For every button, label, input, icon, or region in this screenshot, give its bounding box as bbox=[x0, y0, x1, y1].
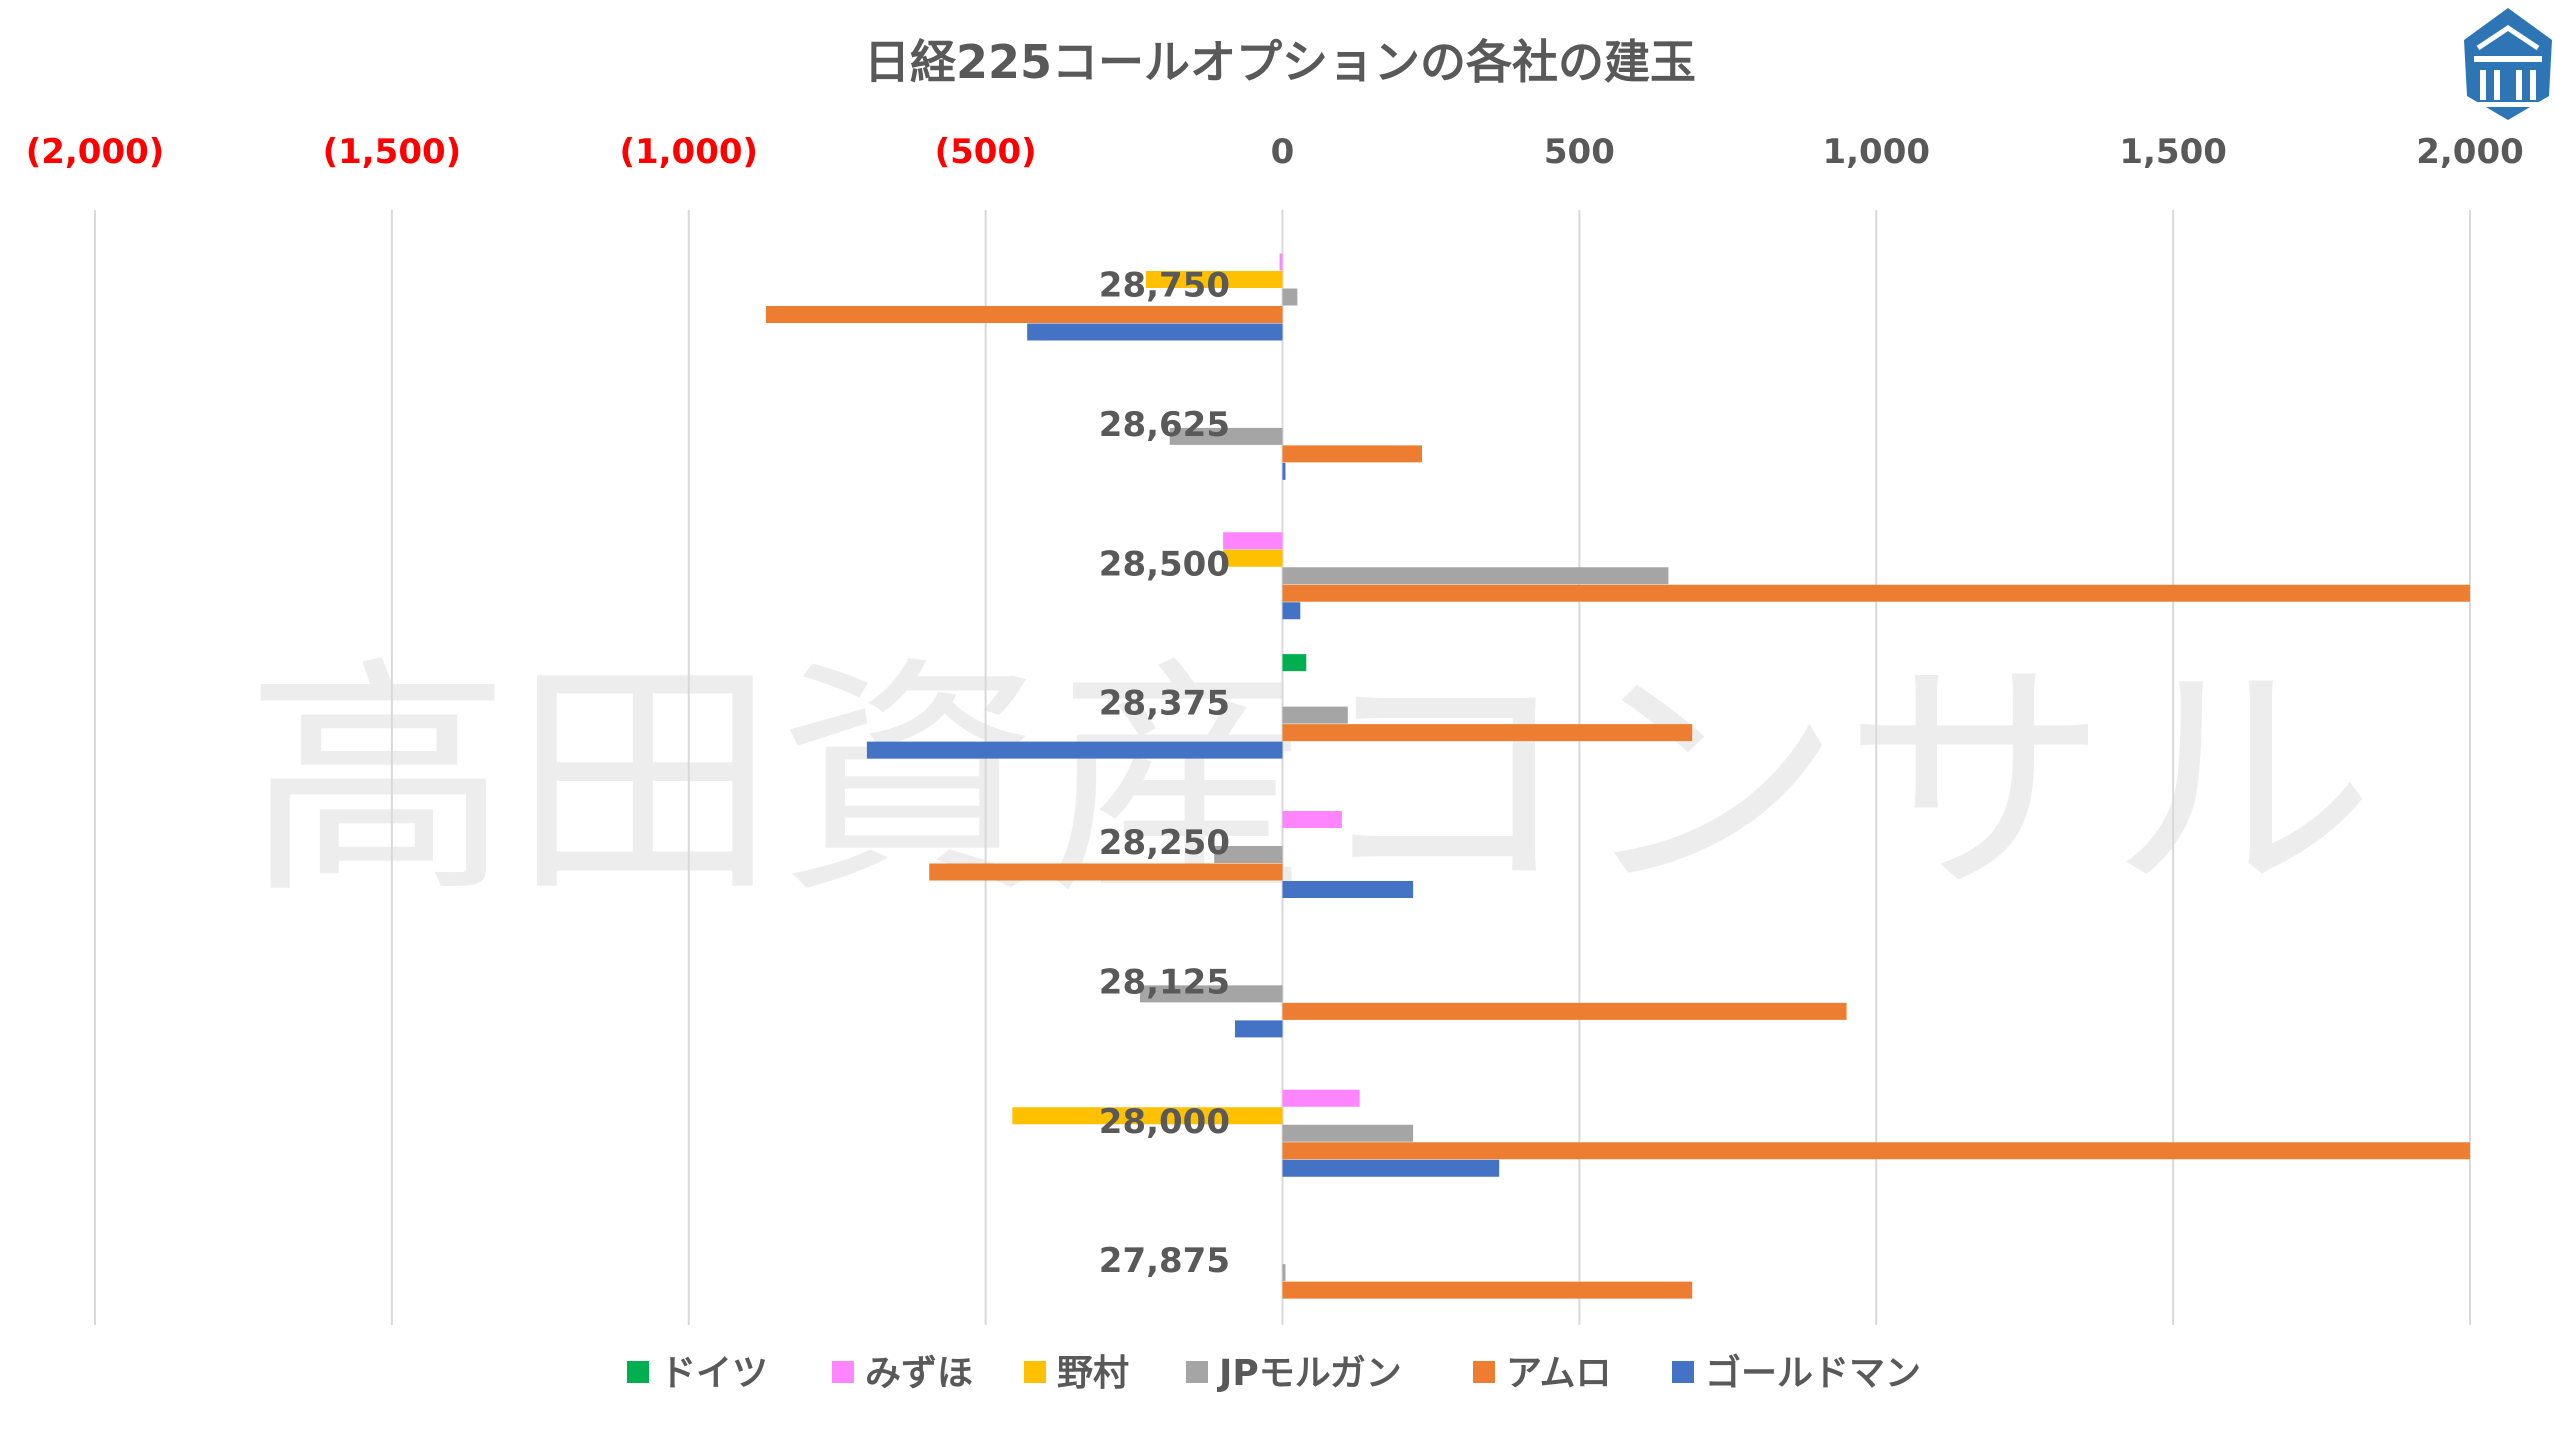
legend-label: ゴールドマン bbox=[1705, 1352, 1921, 1394]
bar bbox=[1282, 1089, 1360, 1107]
legend-label: JPモルガン bbox=[1216, 1353, 1402, 1394]
bar bbox=[1282, 811, 1342, 828]
x-tick-label: 500 bbox=[1544, 132, 1615, 172]
bar bbox=[1214, 846, 1283, 863]
bar bbox=[1279, 253, 1283, 271]
legend-swatch bbox=[1473, 1361, 1495, 1383]
bar bbox=[1140, 985, 1283, 1003]
bar bbox=[1282, 584, 2470, 602]
x-tick-label: (500) bbox=[935, 132, 1037, 172]
x-tick-label: 1,500 bbox=[2119, 132, 2227, 172]
bar bbox=[1282, 288, 1298, 306]
legend-label: 野村 bbox=[1057, 1353, 1129, 1394]
x-tick-label: 1,000 bbox=[1822, 132, 1930, 172]
bar bbox=[866, 741, 1283, 759]
bar bbox=[1282, 1159, 1500, 1177]
company-logo bbox=[2464, 8, 2552, 120]
bar bbox=[1012, 1107, 1283, 1125]
legend-swatch bbox=[1186, 1361, 1208, 1383]
bar bbox=[1282, 567, 1669, 585]
category-labels: 28,750 28,625 28,500 28,375 28,250 28,125 28,0… bbox=[1099, 266, 1230, 1282]
bars bbox=[765, 253, 2470, 1299]
watermark-text: 高田資産コンサル bbox=[245, 636, 2375, 927]
x-tick-label: 0 bbox=[1271, 132, 1295, 172]
bar bbox=[1235, 1020, 1283, 1038]
legend-swatch bbox=[627, 1361, 649, 1383]
bar bbox=[1282, 445, 1423, 463]
legend-label: みずほ bbox=[865, 1353, 973, 1394]
x-tick-label: (1,500) bbox=[323, 132, 462, 172]
bar bbox=[1223, 549, 1283, 567]
x-axis-tick-labels: (2,000) (1,500) (1,000) (500) 0 500 1,000 1,500… bbox=[26, 132, 2524, 172]
bar bbox=[1282, 1264, 1286, 1282]
category-label: 28,750 bbox=[1099, 266, 1230, 306]
gridlines bbox=[94, 210, 2471, 1325]
legend-swatch bbox=[832, 1361, 854, 1383]
chart-title: 日経225コールオプションの各社の建玉 bbox=[864, 35, 1696, 89]
bar bbox=[1282, 881, 1414, 898]
bar bbox=[1282, 462, 1286, 480]
bar bbox=[1282, 602, 1301, 620]
bar bbox=[765, 306, 1283, 323]
category-label: 28,125 bbox=[1099, 962, 1230, 1002]
bar bbox=[1282, 1124, 1414, 1142]
bar bbox=[1027, 323, 1283, 341]
bar bbox=[1169, 427, 1283, 445]
category-label: 28,500 bbox=[1099, 544, 1230, 584]
legend: ドイツ みずほ 野村 JPモルガン アムロ ゴールドマン bbox=[627, 1352, 1921, 1394]
x-tick-label: (1,000) bbox=[619, 132, 758, 172]
legend-label: ドイツ bbox=[660, 1353, 768, 1394]
category-label: 27,875 bbox=[1099, 1241, 1230, 1281]
category-label: 28,625 bbox=[1099, 405, 1230, 445]
bar bbox=[929, 863, 1283, 881]
bar bbox=[1282, 706, 1348, 724]
category-label: 28,375 bbox=[1099, 684, 1230, 724]
x-tick-label: 2,000 bbox=[2416, 132, 2524, 172]
bar bbox=[1145, 271, 1283, 288]
legend-swatch bbox=[1672, 1361, 1694, 1383]
bar bbox=[1282, 654, 1307, 672]
bar bbox=[1223, 532, 1283, 550]
bar bbox=[1282, 1002, 1847, 1020]
bar bbox=[1282, 1281, 1693, 1299]
x-tick-label: (2,000) bbox=[26, 132, 165, 172]
bar bbox=[1282, 1142, 2470, 1160]
category-label: 28,000 bbox=[1099, 1102, 1230, 1142]
legend-label: アムロ bbox=[1506, 1353, 1611, 1394]
legend-swatch bbox=[1024, 1361, 1046, 1383]
bar bbox=[1282, 724, 1693, 742]
category-label: 28,250 bbox=[1099, 823, 1230, 863]
